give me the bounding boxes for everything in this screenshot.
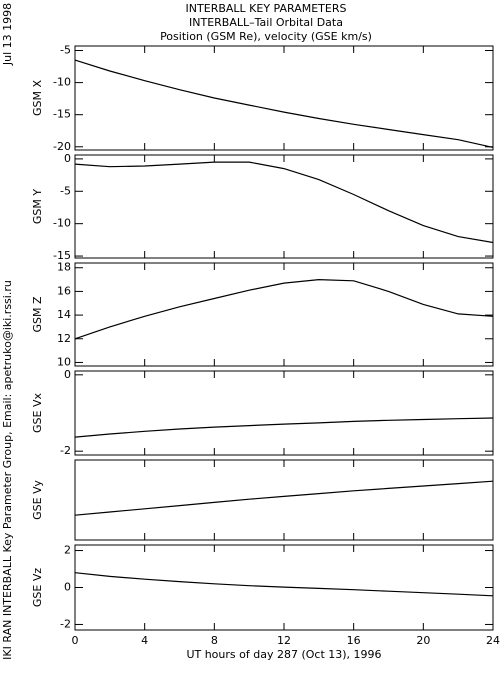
y-tick-label: 0 xyxy=(64,581,71,594)
title-line: INTERBALL–Tail Orbital Data xyxy=(189,16,343,29)
x-tick-label: 24 xyxy=(486,634,500,647)
data-line xyxy=(74,417,494,438)
y-tick-label: -20 xyxy=(53,140,71,153)
y-tick-label: -10 xyxy=(53,217,71,230)
y-axis-label: GSE Vx xyxy=(31,393,44,433)
y-tick-label: 16 xyxy=(57,284,71,297)
x-tick-label: 0 xyxy=(72,634,79,647)
panel-frame xyxy=(74,262,494,367)
panel-frame xyxy=(74,154,494,259)
y-tick-label: 0 xyxy=(64,368,71,381)
y-tick-label: -5 xyxy=(60,43,71,56)
data-line xyxy=(74,278,494,340)
panel-frame xyxy=(74,45,494,151)
credit-note: IKI RAN INTERBALL Key Parameter Group, E… xyxy=(1,280,14,660)
y-tick-label: -15 xyxy=(53,249,71,262)
x-axis-label: UT hours of day 287 (Oct 13), 1996 xyxy=(186,648,381,661)
y-axis-label: GSE Vy xyxy=(31,480,44,520)
title-line: INTERBALL KEY PARAMETERS xyxy=(186,2,347,15)
x-tick-label: 4 xyxy=(141,634,148,647)
y-tick-label: 14 xyxy=(57,308,71,321)
y-tick-label: -2 xyxy=(60,444,71,457)
panel-frame xyxy=(74,459,494,541)
y-axis-label: GSM X xyxy=(31,80,44,116)
y-tick-label: 10 xyxy=(57,355,71,368)
y-tick-label: -2 xyxy=(60,617,71,630)
y-axis-label: GSM Z xyxy=(31,296,44,332)
date-note: Jul 13 1998 xyxy=(1,3,14,66)
y-axis-label: GSE Vz xyxy=(31,568,44,607)
y-tick-label: -5 xyxy=(60,184,71,197)
panel-frame xyxy=(74,370,494,456)
y-tick-label: 12 xyxy=(57,332,71,345)
data-line xyxy=(74,59,494,148)
x-tick-label: 16 xyxy=(347,634,361,647)
x-tick-label: 8 xyxy=(211,634,218,647)
x-tick-label: 20 xyxy=(416,634,430,647)
title-line: Position (GSM Re), velocity (GSE km/s) xyxy=(160,30,372,43)
y-tick-label: 2 xyxy=(64,544,71,557)
y-tick-label: 18 xyxy=(57,261,71,274)
y-axis-label: GSM Y xyxy=(31,189,44,224)
y-tick-label: 0 xyxy=(64,152,71,165)
data-line xyxy=(74,480,494,516)
data-line xyxy=(74,572,494,597)
y-tick-label: -10 xyxy=(53,76,71,89)
data-line xyxy=(74,161,494,244)
y-tick-label: -15 xyxy=(53,108,71,121)
x-tick-label: 12 xyxy=(277,634,291,647)
